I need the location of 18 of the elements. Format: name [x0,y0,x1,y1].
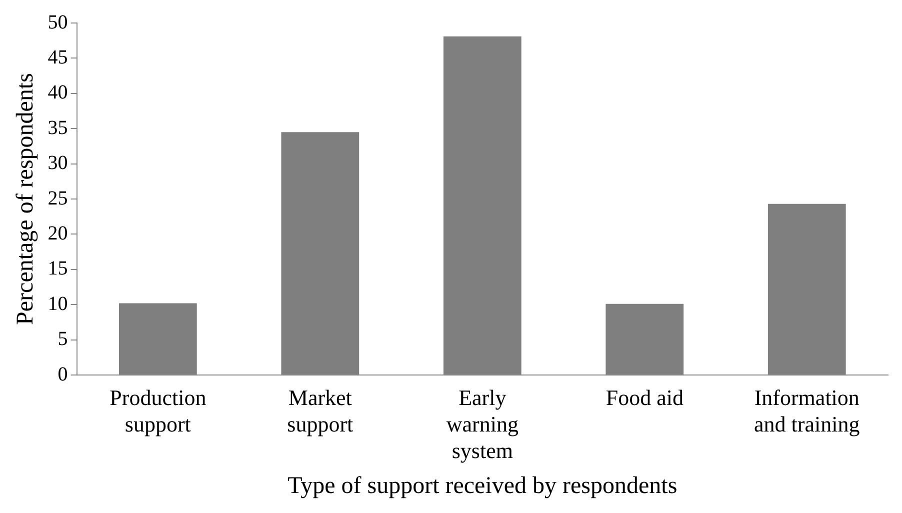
x-tick-label: Early warning system [446,384,518,463]
y-tick-label: 15 [48,258,68,280]
x-tick-label: Market support [287,384,354,436]
y-tick-label: 0 [58,363,68,386]
x-axis-title: Type of support received by respondents [288,472,678,499]
y-tick-label: 30 [48,152,68,174]
x-tick-label: Production support [110,384,206,436]
y-tick-label: 50 [48,11,68,34]
y-tick-label: 5 [58,328,68,350]
y-tick-label: 25 [48,187,68,210]
y-axis-title: Percentage of respondents [12,73,39,325]
x-tick-label: Food aid [606,384,684,410]
y-tick-label: 45 [48,46,68,68]
y-tick-label: 20 [48,222,68,244]
y-tick-label: 35 [48,116,68,139]
y-tick-label: 10 [48,292,68,315]
y-tick-label: 40 [48,82,68,104]
x-tick-label: Information and training [754,384,860,436]
